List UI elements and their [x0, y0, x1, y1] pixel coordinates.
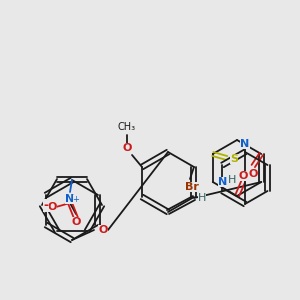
Text: -: - — [44, 199, 49, 212]
Text: O: O — [71, 217, 81, 227]
Text: O: O — [238, 171, 248, 181]
Text: +: + — [73, 194, 80, 203]
Text: O: O — [249, 169, 258, 179]
Text: N: N — [240, 139, 250, 149]
Text: Br: Br — [185, 182, 199, 192]
Text: N: N — [218, 177, 227, 187]
Text: O: O — [47, 202, 57, 212]
Text: CH₃: CH₃ — [118, 122, 136, 132]
Text: N: N — [65, 194, 75, 204]
Text: H: H — [228, 175, 236, 185]
Text: S: S — [230, 154, 238, 164]
Text: O: O — [98, 225, 108, 235]
Text: H: H — [198, 193, 206, 203]
Text: O: O — [122, 143, 132, 153]
